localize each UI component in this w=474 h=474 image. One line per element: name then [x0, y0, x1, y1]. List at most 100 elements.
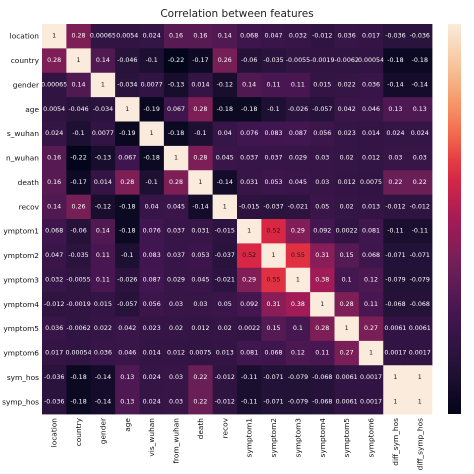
heatmap-cell — [407, 365, 433, 391]
cell-value-label: -0.034 — [93, 106, 113, 113]
heatmap-cell — [188, 48, 214, 74]
heatmap-cell — [358, 340, 384, 366]
cell-value-label: -0.13 — [168, 81, 184, 88]
heatmap-cell — [66, 292, 92, 317]
cell-value-label: -0.037 — [263, 203, 283, 210]
cell-value-label: 0.04 — [218, 130, 232, 137]
cell-value-label: 0.02 — [340, 155, 354, 162]
cell-value-label: 0.0054 — [43, 106, 65, 113]
heatmap-cells: 1 0.28 0.00065 0.0054 0.024 0.16 0.16 0.14 0.068… — [41, 24, 433, 415]
heatmap-cell — [237, 145, 262, 171]
cell-value-label: 0.076 — [143, 228, 161, 235]
heatmap-cell — [285, 24, 311, 49]
cell-value-label: 0.081 — [240, 350, 258, 357]
heatmap-cell — [261, 170, 287, 196]
cell-value-label: 0.29 — [291, 228, 305, 235]
heatmap-cell — [334, 121, 360, 147]
heatmap-cell — [212, 24, 238, 49]
heatmap-cell — [358, 267, 384, 293]
heatmap-cell — [358, 145, 384, 171]
cell-value-label: 0.16 — [169, 33, 183, 40]
cell-value-label: -0.12 — [95, 203, 111, 210]
heatmap-cell — [66, 316, 92, 342]
heatmap-cell — [66, 170, 92, 196]
y-tick-label: n_wuhan — [6, 154, 39, 163]
heatmap-cell — [285, 267, 311, 293]
cell-value-label: -0.035 — [68, 252, 88, 259]
cell-value-label: 0.12 — [364, 276, 378, 283]
cell-value-label: -0.14 — [192, 203, 208, 210]
cell-value-label: 1 — [272, 252, 276, 259]
cell-value-label: -0.036 — [44, 398, 64, 405]
y-tick-label: gender — [13, 80, 40, 89]
cell-value-label: -0.12 — [217, 81, 233, 88]
heatmap-cell — [66, 365, 92, 391]
cell-value-label: 0.22 — [193, 398, 207, 405]
heatmap-cell — [407, 145, 433, 171]
heatmap-cell — [42, 97, 67, 122]
heatmap-cell — [310, 340, 335, 366]
cell-value-label: -0.0019 — [310, 57, 334, 64]
heatmap-cell — [407, 243, 433, 269]
cell-value-label: 0.27 — [340, 350, 354, 357]
heatmap-cell — [90, 97, 116, 122]
heatmap-cell — [261, 316, 287, 342]
y-tick-label: death — [18, 178, 40, 187]
heatmap-cell — [42, 121, 67, 147]
cell-value-label: -0.068 — [385, 301, 405, 308]
heatmap-cell — [383, 292, 409, 317]
heatmap-cell — [42, 24, 67, 49]
heatmap-cell — [188, 170, 214, 196]
heatmap-cell — [163, 121, 189, 147]
heatmap-cell — [407, 292, 433, 317]
heatmap-cell — [139, 48, 165, 74]
cell-value-label: -0.14 — [387, 81, 403, 88]
x-tick-label: symptom4 — [318, 418, 327, 458]
cell-value-label: -0.079 — [288, 398, 308, 405]
cell-value-label: 0.024 — [411, 130, 429, 137]
heatmap-cell — [407, 340, 433, 366]
heatmap-cell — [334, 72, 360, 98]
heatmap-cell — [237, 365, 262, 391]
heatmap-cell — [407, 267, 433, 293]
heatmap-cell — [407, 194, 433, 220]
cell-value-label: -0.036 — [44, 374, 64, 381]
cell-value-label: 0.28 — [72, 33, 86, 40]
heatmap-cell — [163, 219, 189, 244]
heatmap-cell — [212, 389, 238, 415]
cell-value-label: 0.15 — [267, 325, 281, 332]
y-tick-labels: location country gender age s_wuhan n_wuhande… — [2, 32, 40, 407]
heatmap-cell — [163, 24, 189, 49]
heatmap-cell — [285, 340, 311, 366]
heatmap-cell — [261, 24, 287, 49]
cell-value-label: -0.021 — [288, 203, 308, 210]
cell-value-label: 0.11 — [291, 81, 305, 88]
cell-value-label: -0.14 — [217, 179, 233, 186]
cell-value-label: 0.032 — [289, 33, 307, 40]
cell-value-label: 1 — [52, 33, 56, 40]
heatmap-cell — [163, 340, 189, 366]
cell-value-label: -0.036 — [385, 33, 405, 40]
heatmap-cell — [358, 121, 384, 147]
cell-value-label: 0.03 — [169, 301, 183, 308]
cell-value-label: 0.036 — [362, 81, 380, 88]
heatmap-cell — [310, 219, 335, 244]
cell-value-label: 0.14 — [47, 203, 61, 210]
cell-value-label: 0.024 — [143, 374, 161, 381]
heatmap-cell — [285, 170, 311, 196]
heatmap-cell — [334, 219, 360, 244]
cell-value-label: -0.22 — [70, 155, 86, 162]
cell-value-label: 0.28 — [169, 179, 183, 186]
cell-value-label: 0.087 — [289, 130, 307, 137]
y-tick-label: recov — [19, 202, 40, 211]
heatmap-cell — [358, 97, 384, 122]
heatmap-cell — [237, 170, 262, 196]
cell-value-label: 0.04 — [145, 203, 159, 210]
heatmap-cell — [285, 121, 311, 147]
cell-value-label: 0.26 — [72, 203, 86, 210]
heatmap-cell — [237, 97, 262, 122]
cell-value-label: -0.22 — [168, 57, 184, 64]
cell-value-label: 0.28 — [315, 325, 329, 332]
heatmap-cell — [383, 194, 409, 220]
y-tick-label: symp_hos — [2, 397, 39, 406]
